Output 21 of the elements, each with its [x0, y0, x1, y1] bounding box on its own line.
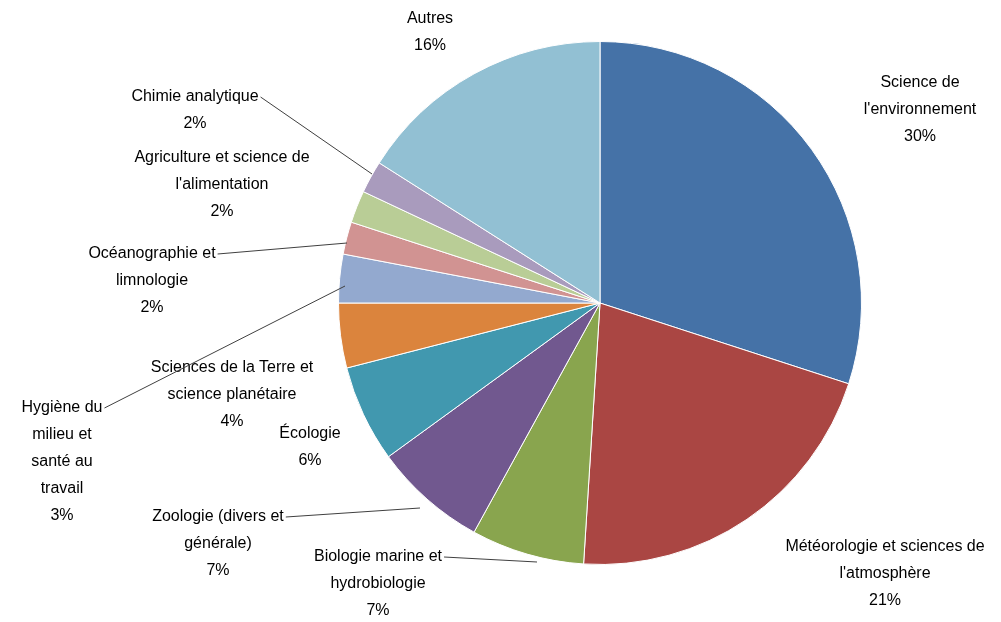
slice-label: Science de l'environnement — [863, 73, 977, 118]
slice-label: Autres — [406, 9, 454, 27]
slice-label: Hygiène du milieu et santé au travail — [21, 398, 103, 497]
data-label: 21% — [868, 591, 902, 609]
slice-label: Zoologie (divers et générale) — [152, 507, 285, 552]
slice-label: Océanographie et limnologie — [88, 244, 217, 289]
data-label: 6% — [298, 451, 322, 469]
data-label: 16% — [413, 36, 447, 54]
slice-label: Écologie — [279, 423, 341, 442]
slice-label: Météorologie et sciences de l'atmosphère — [785, 537, 985, 582]
data-label: 7% — [366, 601, 390, 619]
data-label: 2% — [140, 298, 164, 316]
data-label: 30% — [903, 127, 937, 145]
data-label: 3% — [50, 506, 74, 524]
data-label: 4% — [220, 412, 244, 430]
slice-label: Chimie analytique — [131, 87, 259, 105]
data-label: 2% — [183, 114, 207, 132]
data-label: 2% — [210, 202, 234, 220]
slice-label: Biologie marine et hydrobiologie — [313, 547, 443, 592]
slice-label: Agriculture et science de l'alimentation — [134, 148, 310, 193]
data-label: 7% — [206, 561, 230, 579]
